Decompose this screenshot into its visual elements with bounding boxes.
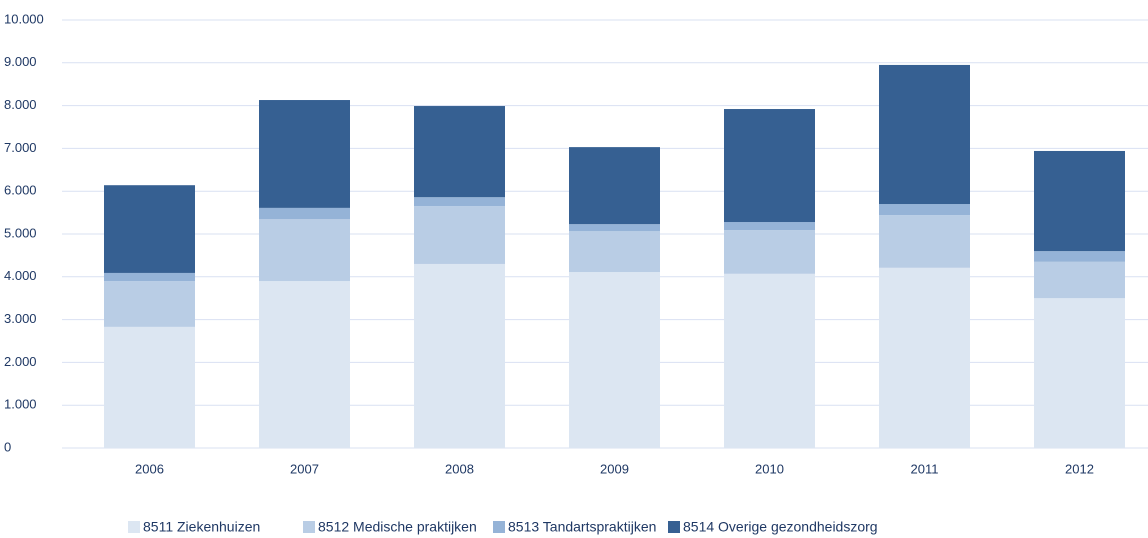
y-tick-label: 5.000 <box>4 225 37 240</box>
bar-segment <box>414 197 505 207</box>
bar-segment <box>414 106 505 198</box>
y-tick-label: 1.000 <box>4 397 37 412</box>
bar-segment <box>1034 298 1125 448</box>
x-tick-label: 2012 <box>1065 461 1094 476</box>
x-tick-label: 2010 <box>755 461 784 476</box>
bar-segment <box>569 224 660 232</box>
bar-segment <box>414 263 505 448</box>
x-tick-label: 2009 <box>600 461 629 476</box>
bar-segment <box>1034 251 1125 262</box>
bar-segment <box>569 147 660 225</box>
bar-segment <box>104 185 195 273</box>
y-tick-label: 4.000 <box>4 268 37 283</box>
y-tick-label: 9.000 <box>4 54 37 69</box>
bar-segment <box>724 222 815 231</box>
y-tick-label: 8.000 <box>4 97 37 112</box>
y-tick-label: 7.000 <box>4 140 37 155</box>
bar-segment <box>724 109 815 223</box>
bar-segment <box>724 273 815 448</box>
y-tick-label: 0 <box>4 439 11 454</box>
bar-segment <box>879 215 970 268</box>
y-tick-label: 10.000 <box>4 11 44 26</box>
bar-segment <box>879 64 970 205</box>
bar-segment <box>104 326 195 448</box>
y-tick-label: 2.000 <box>4 354 37 369</box>
bar-segment <box>1034 150 1125 252</box>
y-tick-label: 6.000 <box>4 183 37 198</box>
legend-swatch <box>303 521 315 533</box>
legend-label: 8512 Medische praktijken <box>318 519 477 535</box>
bar-segment <box>104 281 195 327</box>
bar-segment <box>259 207 350 220</box>
x-tick-label: 2008 <box>445 461 474 476</box>
bar-segment <box>724 230 815 274</box>
bar-segment <box>569 272 660 448</box>
legend-swatch <box>128 521 140 533</box>
bar-segment <box>879 204 970 216</box>
bar-segment <box>259 100 350 208</box>
bar-segment <box>569 231 660 273</box>
y-tick-label: 3.000 <box>4 311 37 326</box>
bar-segment <box>259 219 350 282</box>
legend-label: 8511 Ziekenhuizen <box>143 519 260 535</box>
bar-segment <box>104 272 195 282</box>
legend-swatch <box>493 521 505 533</box>
bar-segment <box>259 281 350 448</box>
legend-swatch <box>668 521 680 533</box>
legend-label: 8514 Overige gezondheidszorg <box>683 519 878 535</box>
bar-segment <box>1034 261 1125 299</box>
x-tick-label: 2006 <box>135 461 164 476</box>
bar-segment <box>879 267 970 448</box>
x-tick-label: 2007 <box>290 461 319 476</box>
bar-segment <box>414 206 505 264</box>
legend-label: 8513 Tandartspraktijken <box>508 519 656 535</box>
x-tick-label: 2011 <box>911 461 939 476</box>
